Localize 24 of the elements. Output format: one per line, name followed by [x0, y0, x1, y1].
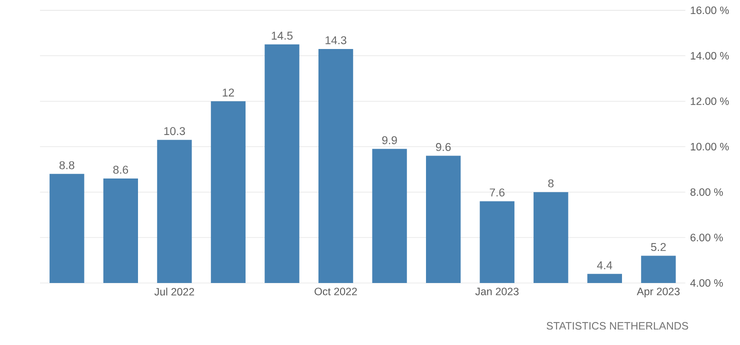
data-label: 9.9	[382, 136, 397, 144]
data-label: 14.5	[272, 32, 293, 40]
data-label: 8	[548, 179, 554, 188]
x-tick-label: Apr 2023	[636, 288, 680, 298]
data-label: 10.3	[164, 127, 185, 136]
data-label: 12	[222, 88, 234, 97]
y-tick-label: 4.00 %	[690, 279, 723, 287]
data-label: 7.6	[490, 188, 504, 196]
y-tick-label: 14.00 %	[690, 52, 729, 60]
y-tick-label: 6.00 %	[690, 234, 723, 242]
y-tick-label: 8.00 %	[690, 188, 723, 196]
x-tick-label: Jul 2022	[154, 288, 194, 296]
y-tick-label: 12.00 %	[690, 97, 729, 105]
data-label: 5.2	[651, 242, 666, 252]
data-label: 4.4	[597, 261, 612, 270]
data-label: 9.6	[436, 143, 451, 152]
data-label: 8.8	[60, 161, 74, 170]
x-tick-label: Jan 2023	[475, 288, 519, 296]
data-label: 14.3	[326, 36, 346, 44]
text: STATISTICS NETHERLANDS	[546, 322, 688, 330]
y-tick-label: 10.00 %	[690, 142, 729, 150]
data-label: 8.6	[113, 166, 128, 174]
x-tick-label: Oct 2022	[314, 288, 357, 296]
y-tick-label: 16.00 %	[690, 6, 729, 14]
